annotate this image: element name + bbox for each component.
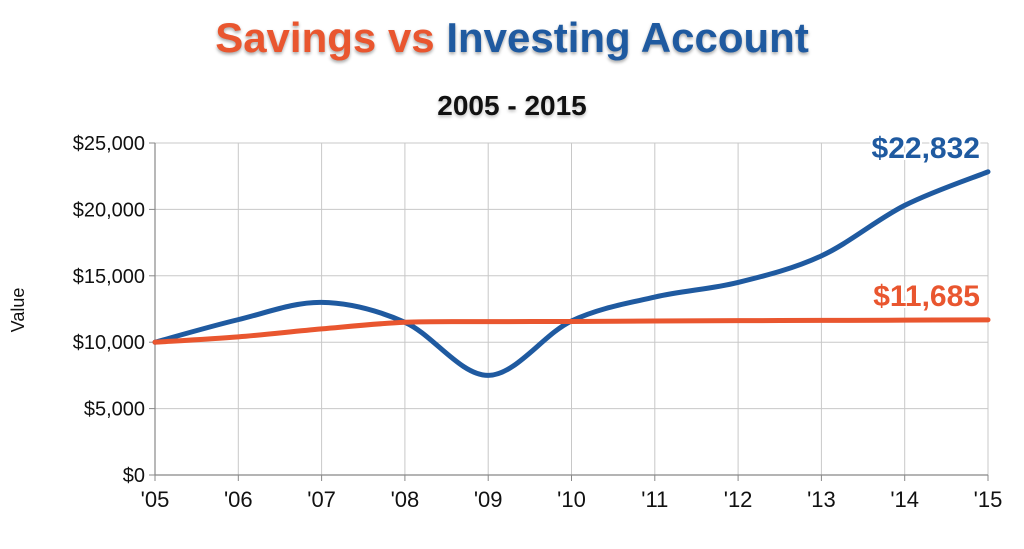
y-axis-label: Value <box>8 288 28 333</box>
y-tick-label: $0 <box>123 465 145 487</box>
y-tick-label: $25,000 <box>73 133 145 155</box>
x-tick-label: '12 <box>724 487 753 512</box>
y-tick-label: $15,000 <box>73 266 145 288</box>
y-tick-label: $5,000 <box>84 399 145 421</box>
x-tick-label: '08 <box>391 487 420 512</box>
chart-title: Savings vs Investing Account <box>0 14 1024 62</box>
y-tick-label: $10,000 <box>73 332 145 354</box>
x-tick-label: '13 <box>807 487 836 512</box>
end-labels: $22,832 $11,685 <box>870 130 982 315</box>
x-tick-label: '05 <box>141 487 170 512</box>
title-investing: Investing Account <box>446 14 809 61</box>
end-label-savings: $11,685 <box>873 280 980 313</box>
y-tick-labels: $0 $5,000 $10,000 $15,000 $20,000 $25,000 <box>73 133 145 487</box>
x-tick-labels: '05 '06 '07 '08 '09 '10 '11 '12 '13 '14 '15 <box>141 487 1003 512</box>
chart-subtitle: 2005 - 2015 <box>437 90 587 121</box>
title-vs: vs <box>387 14 435 61</box>
x-tick-label: '07 <box>307 487 336 512</box>
end-label-investing: $22,832 <box>872 132 980 165</box>
x-tick-label: '15 <box>974 487 1003 512</box>
axes <box>149 142 989 481</box>
y-tick-label: $20,000 <box>73 199 145 221</box>
series-lines <box>152 169 991 378</box>
x-tick-label: '10 <box>557 487 586 512</box>
x-tick-label: '14 <box>890 487 919 512</box>
title-savings: Savings <box>215 14 377 61</box>
series-line-savings <box>152 317 991 345</box>
x-tick-label: '06 <box>224 487 253 512</box>
x-tick-label: '11 <box>641 487 668 512</box>
x-tick-label: '09 <box>474 487 503 512</box>
